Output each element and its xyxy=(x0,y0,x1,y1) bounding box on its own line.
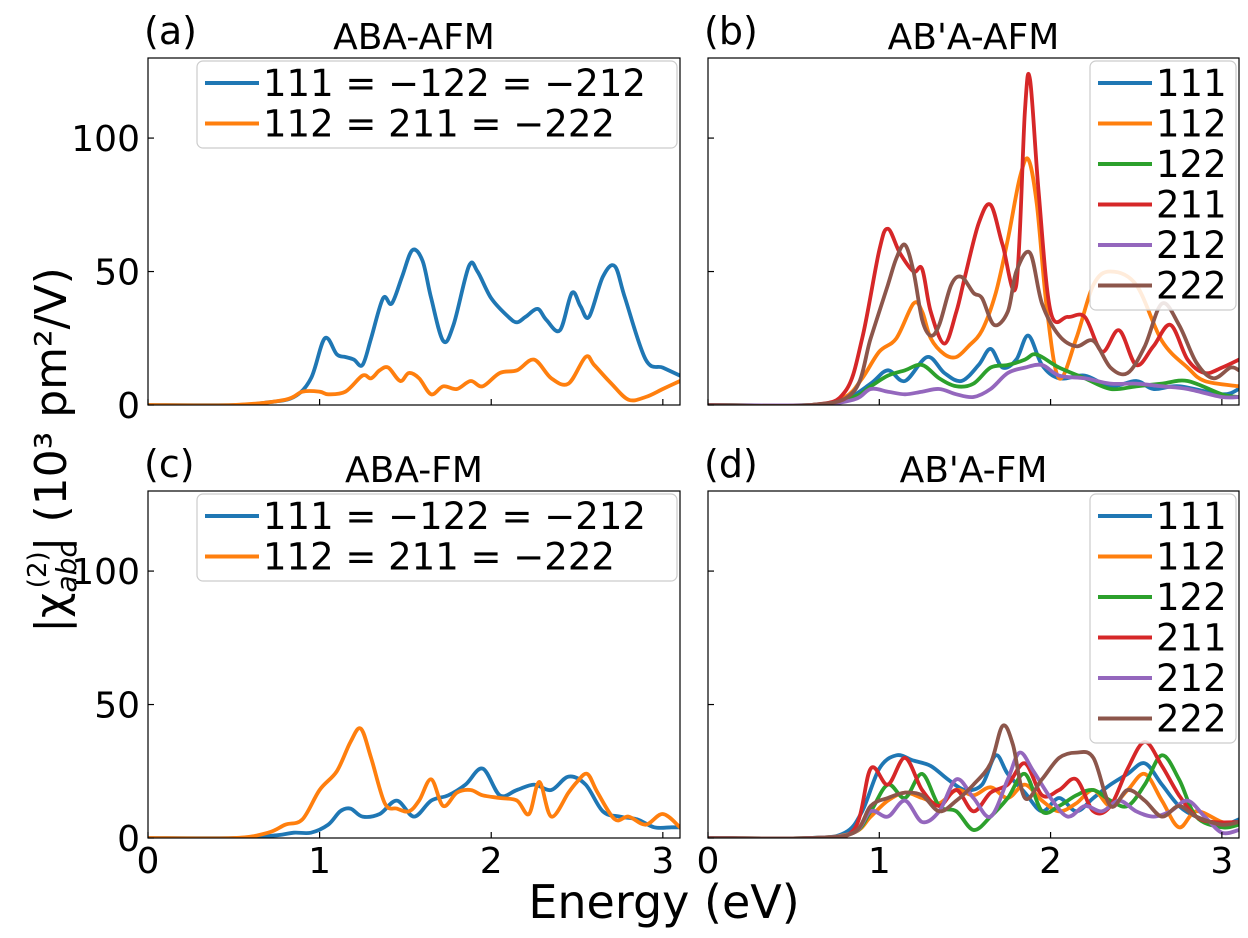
legend-entry: 111 xyxy=(1156,62,1227,105)
y-tick-label: 50 xyxy=(94,686,140,727)
series-line-112 xyxy=(708,771,1239,838)
x-tick-label: 3 xyxy=(1210,841,1233,882)
plot-frame xyxy=(147,57,681,406)
x-tick-label: 0 xyxy=(697,841,720,882)
series-lines xyxy=(708,723,1239,838)
x-tick-label: 3 xyxy=(651,841,674,882)
series-line-212 xyxy=(708,362,1239,405)
legend-entry: 222 xyxy=(1156,698,1227,741)
series-line-211 xyxy=(708,740,1239,838)
x-tick-label: 1 xyxy=(308,841,331,882)
y-tick-label: 0 xyxy=(117,819,140,860)
panel-title: AB'A-AFM xyxy=(888,17,1060,58)
y-axis-label-prefix: |χ xyxy=(26,593,77,633)
plot-frame xyxy=(707,57,1240,406)
series-lines xyxy=(148,247,680,405)
legend-entry: 122 xyxy=(1156,143,1227,186)
series-line-211 xyxy=(708,72,1239,405)
y-tick-label: 100 xyxy=(71,119,140,160)
x-tick-label: 2 xyxy=(1039,841,1062,882)
y-tick-label: 100 xyxy=(71,552,140,593)
panel-label: (b) xyxy=(704,9,758,53)
panel-title: AB'A-FM xyxy=(900,450,1048,491)
y-axis-label-superscript: (2) xyxy=(23,551,53,588)
plot-frame xyxy=(707,490,1240,839)
x-tick-label: 0 xyxy=(137,841,160,882)
y-tick-label: 50 xyxy=(94,253,140,294)
y-tick-label: 0 xyxy=(117,386,140,427)
panel-title: ABA-FM xyxy=(345,450,483,491)
legend-entry: 212 xyxy=(1156,657,1227,700)
series-lines xyxy=(148,726,680,838)
panel-title: ABA-AFM xyxy=(333,17,495,58)
legend-entry: 211 xyxy=(1156,184,1227,227)
y-axis-label-subscript: abc xyxy=(50,542,83,593)
legend-entry: 112 = 211 = −222 xyxy=(263,103,615,146)
panel-3: (c) ABA-FM 0 1 2 3 0 50 100 111 = −122 = −212112 … xyxy=(71,442,681,882)
x-tick-label: 2 xyxy=(480,841,503,882)
series-line-122 xyxy=(708,753,1239,838)
legend-box xyxy=(196,60,678,149)
x-axis-label: Energy (eV) xyxy=(528,875,799,929)
series-line-112-211-222 xyxy=(148,354,680,405)
panel-label: (d) xyxy=(704,442,758,486)
y-axis-label: |χabc(2)| (10³ pm²/V) xyxy=(23,267,83,633)
series-lines xyxy=(708,72,1239,405)
legend-entry: 111 = −122 = −212 xyxy=(263,62,646,105)
panel-label: (a) xyxy=(144,9,197,53)
series-line-222 xyxy=(708,723,1239,838)
x-tick-label: 1 xyxy=(868,841,891,882)
y-axis-label-units: | (10³ pm²/V) xyxy=(26,267,77,551)
series-line-111 xyxy=(708,333,1239,405)
series-line-111-122-212 xyxy=(148,766,680,838)
svg-text:|χabc(2)| (10³ pm²/V): |χabc(2)| (10³ pm²/V) xyxy=(23,267,83,633)
legend-entry: 111 = −122 = −212 xyxy=(263,495,646,538)
plot-frame xyxy=(147,490,681,839)
legend-entry: 111 xyxy=(1156,495,1227,538)
legend-entry: 122 xyxy=(1156,576,1227,619)
series-line-111-122-212 xyxy=(148,247,680,405)
series-line-112-211-222 xyxy=(148,726,680,838)
legend-entry: 212 xyxy=(1156,224,1227,267)
legend-entry: 112 xyxy=(1156,536,1227,579)
panel-label: (c) xyxy=(144,442,195,486)
legend-box xyxy=(196,493,678,582)
legend-entry: 112 xyxy=(1156,103,1227,146)
legend-entry: 222 xyxy=(1156,265,1227,308)
legend-entry: 211 xyxy=(1156,617,1227,660)
legend-entry: 112 = 211 = −222 xyxy=(263,536,615,579)
